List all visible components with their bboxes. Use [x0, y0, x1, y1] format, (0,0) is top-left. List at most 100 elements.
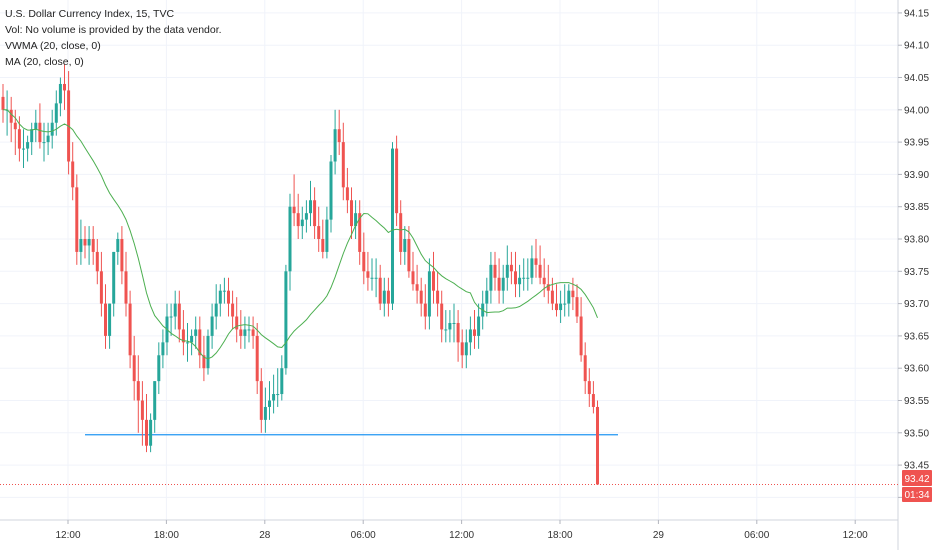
- candle-body: [304, 213, 308, 220]
- candle-body: [288, 206, 292, 272]
- candle-body: [370, 277, 374, 279]
- candle-body: [140, 400, 144, 420]
- candle-body: [108, 303, 112, 336]
- time-tick-label: 06:00: [744, 530, 769, 541]
- time-tick-label: 12:00: [843, 530, 868, 541]
- candle-body: [194, 329, 198, 336]
- candle-body: [255, 335, 259, 382]
- candle-body: [54, 103, 58, 123]
- last-price-value: 93.42: [904, 474, 929, 485]
- price-tick-label: 94.10: [904, 41, 929, 52]
- candle-body: [395, 148, 399, 214]
- candle-body: [1, 96, 5, 110]
- candle-body: [591, 394, 595, 407]
- candle-body: [530, 258, 534, 278]
- candle-body: [9, 109, 13, 123]
- ma-indicator-label[interactable]: MA (20, close, 0): [5, 56, 84, 68]
- candle-body: [63, 83, 66, 91]
- candle-body: [378, 277, 382, 304]
- candle-body: [313, 200, 317, 227]
- time-tick-label: 18:00: [154, 530, 179, 541]
- candle-body: [222, 290, 226, 292]
- bar-countdown-badge: [902, 487, 932, 502]
- candle-body: [542, 277, 546, 285]
- candle-body: [345, 187, 349, 201]
- candle-body: [341, 142, 345, 188]
- time-tick-label: 18:00: [547, 530, 572, 541]
- candle-body: [325, 219, 329, 252]
- candle-body: [518, 277, 522, 285]
- last-price-badge: [902, 470, 932, 486]
- candle-body: [34, 122, 38, 130]
- candle-body: [423, 303, 427, 317]
- candle-body: [190, 335, 194, 343]
- time-tick-label: 29: [653, 530, 665, 541]
- candle-body: [259, 381, 263, 420]
- candle-body: [181, 329, 185, 343]
- candle-body: [415, 284, 419, 291]
- candle-body: [452, 322, 456, 324]
- candle-body: [50, 122, 54, 136]
- ma-polyline: [3, 109, 598, 360]
- price-axis-labels: 94.15 94.10 94.05 94.00 93.95 93.90 93.85 93.80…: [898, 8, 929, 504]
- candle-body: [374, 277, 378, 279]
- candle-body: [157, 355, 161, 382]
- price-tick-label: 93.70: [904, 299, 929, 310]
- candle-body: [559, 303, 563, 311]
- candle-body: [161, 342, 165, 356]
- candle-body: [30, 129, 34, 143]
- time-tick-label: 12:00: [449, 530, 474, 541]
- vwma-indicator-label[interactable]: VWMA (20, close, 0): [5, 40, 101, 52]
- candle-body: [567, 290, 571, 304]
- price-badge: 93.42 01:34: [902, 470, 932, 502]
- time-tick-label: 06:00: [351, 530, 376, 541]
- candle-body: [575, 297, 579, 317]
- candle-body: [485, 290, 489, 304]
- grid-lines: [0, 0, 898, 520]
- candle-body: [173, 303, 177, 317]
- candle-body: [104, 303, 107, 336]
- price-tick-label: 93.85: [904, 202, 929, 213]
- volume-indicator-label[interactable]: Vol: No volume is provided by the data v…: [5, 24, 222, 36]
- candle-body: [99, 271, 103, 304]
- candle-body: [514, 271, 517, 285]
- candle-body: [169, 316, 173, 318]
- candle-body: [432, 271, 435, 291]
- candle-body: [579, 316, 583, 356]
- candle-body: [403, 239, 407, 252]
- chart-legend: U.S. Dollar Currency Index, 15, TVC Vol:…: [5, 6, 222, 70]
- price-tick-label: 93.80: [904, 235, 929, 246]
- price-tick-label: 93.60: [904, 364, 929, 375]
- moving-average-line: [3, 109, 598, 360]
- candle-body: [149, 419, 153, 446]
- candle-body: [251, 329, 255, 336]
- candle-body: [124, 271, 128, 304]
- candle-body: [444, 329, 448, 331]
- candle-body: [202, 355, 206, 369]
- symbol-title[interactable]: U.S. Dollar Currency Index, 15, TVC: [5, 8, 175, 20]
- candle-body: [366, 271, 370, 278]
- candle-body: [596, 406, 599, 485]
- price-tick-label: 93.90: [904, 170, 929, 181]
- candle-body: [284, 271, 288, 369]
- candle-body: [317, 226, 321, 240]
- candle-body: [497, 277, 501, 291]
- candle-body: [448, 322, 452, 330]
- candle-body: [296, 213, 300, 227]
- candle-body: [145, 419, 148, 446]
- candle-body: [247, 329, 251, 331]
- candle-body: [198, 329, 202, 356]
- time-axis-labels: 12:0018:002806:0012:0018:002906:0012:001…: [55, 520, 868, 541]
- candle-body: [210, 316, 214, 336]
- candle-body: [120, 239, 124, 272]
- candle-body: [186, 342, 189, 344]
- bar-countdown-value: 01:34: [904, 490, 929, 501]
- candle-body: [17, 129, 21, 149]
- candle-body: [177, 303, 181, 330]
- candle-body: [116, 239, 120, 252]
- price-tick-label: 94.15: [904, 8, 929, 19]
- candle-body: [268, 400, 271, 407]
- price-tick-label: 93.45: [904, 461, 929, 472]
- candle-body: [263, 406, 267, 420]
